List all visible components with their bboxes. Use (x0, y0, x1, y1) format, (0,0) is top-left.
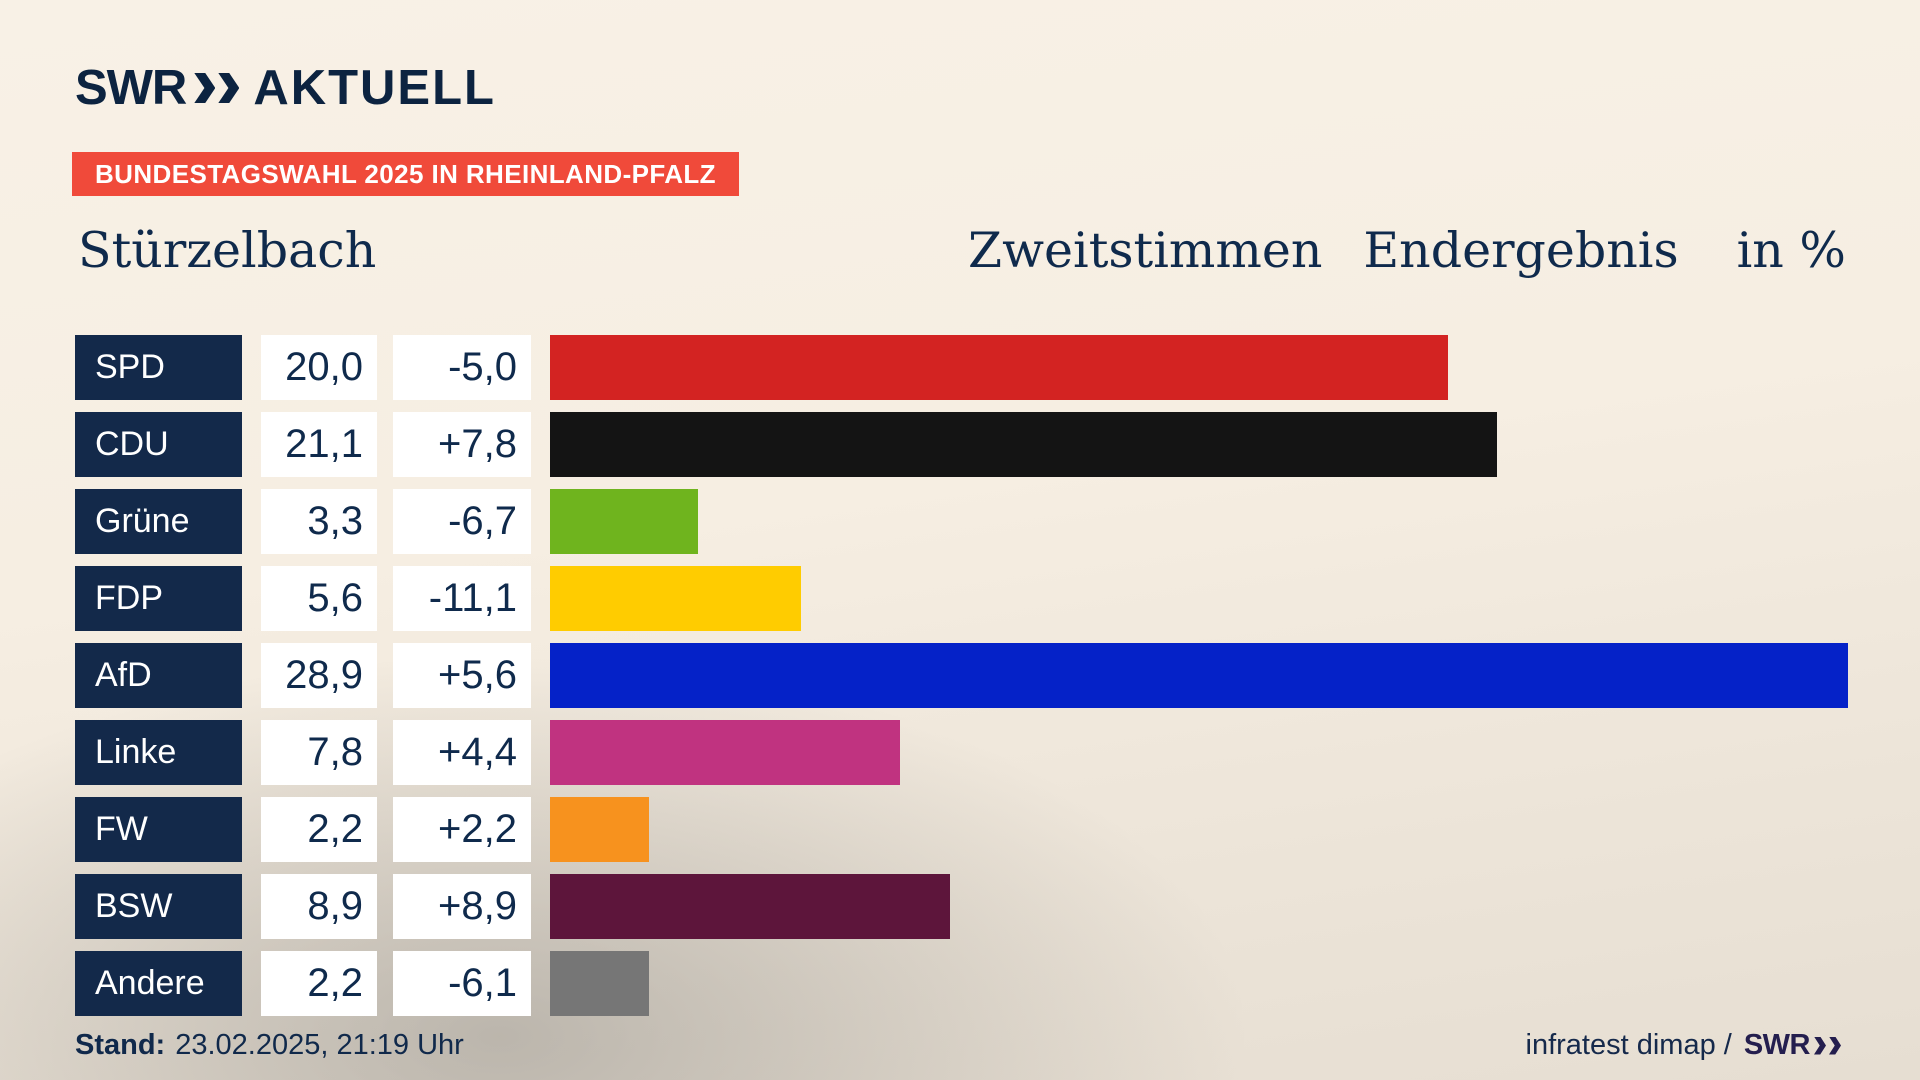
swr-wordmark: SWR (75, 61, 187, 115)
double-chevron-icon (194, 73, 240, 103)
timestamp-label: Stand: (75, 1029, 166, 1061)
party-change-cell: -11,1 (393, 566, 531, 631)
party-change: +8,9 (438, 884, 517, 928)
party-name: BSW (95, 887, 173, 925)
table-row-fdp: FDP 5,6 -11,1 (75, 566, 1848, 631)
party-change: +4,4 (438, 730, 517, 774)
swr-aktuell-logo: SWR AKTUELL (75, 60, 496, 116)
party-value: 20,0 (285, 345, 363, 389)
table-row-fw: FW 2,2 +2,2 (75, 797, 1848, 862)
party-value-cell: 20,0 (261, 335, 377, 400)
result-bar-gruene (550, 489, 698, 554)
party-change: +2,2 (438, 807, 517, 851)
table-row-bsw: BSW 8,9 +8,9 (75, 874, 1848, 939)
party-name-cell: AfD (75, 643, 242, 708)
party-change: -6,1 (448, 961, 517, 1005)
party-value-cell: 2,2 (261, 797, 377, 862)
party-name-cell: FDP (75, 566, 242, 631)
party-value-cell: 7,8 (261, 720, 377, 785)
party-name-cell: CDU (75, 412, 242, 477)
party-value-cell: 2,2 (261, 951, 377, 1016)
chart-title-result: Endergebnis (1363, 222, 1679, 279)
party-change-cell: +5,6 (393, 643, 531, 708)
party-name: AfD (95, 656, 152, 694)
result-bar-bsw (550, 874, 950, 939)
party-value: 7,8 (307, 730, 363, 774)
party-value-cell: 21,1 (261, 412, 377, 477)
result-bar-linke (550, 720, 900, 785)
party-name: FDP (95, 579, 163, 617)
chart-title-votes: Zweitstimmen (968, 222, 1323, 279)
chevron-right-icon (194, 73, 216, 103)
party-name-cell: SPD (75, 335, 242, 400)
party-change-cell: +8,9 (393, 874, 531, 939)
party-value: 2,2 (307, 961, 363, 1005)
table-row-cdu: CDU 21,1 +7,8 (75, 412, 1848, 477)
result-bar-andere (550, 951, 649, 1016)
party-value: 3,3 (307, 499, 363, 543)
party-change-cell: +2,2 (393, 797, 531, 862)
table-row-gruene: Grüne 3,3 -6,7 (75, 489, 1848, 554)
party-change: -5,0 (448, 345, 517, 389)
party-value-cell: 5,6 (261, 566, 377, 631)
municipality-title: Stürzelbach (78, 222, 377, 279)
party-change: -11,1 (428, 576, 517, 620)
party-change-cell: -6,1 (393, 951, 531, 1016)
result-bar-spd (550, 335, 1448, 400)
party-name-cell: Linke (75, 720, 242, 785)
party-name: Linke (95, 733, 177, 771)
party-name: CDU (95, 425, 169, 463)
party-name-cell: BSW (75, 874, 242, 939)
party-value: 8,9 (307, 884, 363, 928)
party-name-cell: Andere (75, 951, 242, 1016)
party-name-cell: FW (75, 797, 242, 862)
chart-title: Zweitstimmen Endergebnis in % (968, 222, 1846, 279)
party-value-cell: 28,9 (261, 643, 377, 708)
result-bar-fdp (550, 566, 801, 631)
party-change-cell: -6,7 (393, 489, 531, 554)
result-bar-afd (550, 643, 1848, 708)
source-attribution: infratest dimap / SWR (1525, 1029, 1841, 1062)
swr-wordmark-small: SWR (1743, 1029, 1811, 1061)
party-value: 2,2 (307, 807, 363, 851)
party-change-cell: -5,0 (393, 335, 531, 400)
table-row-andere: Andere 2,2 -6,1 (75, 951, 1848, 1016)
party-change: +7,8 (438, 422, 517, 466)
table-row-spd: SPD 20,0 -5,0 (75, 335, 1848, 400)
chevron-right-icon (1814, 1036, 1826, 1055)
party-change-cell: +4,4 (393, 720, 531, 785)
party-change: -6,7 (448, 499, 517, 543)
source-text: infratest dimap / (1525, 1029, 1732, 1061)
party-name-cell: Grüne (75, 489, 242, 554)
aktuell-wordmark: AKTUELL (253, 61, 496, 115)
party-name: Andere (95, 964, 205, 1002)
party-value: 21,1 (285, 422, 363, 466)
party-change: +5,6 (438, 653, 517, 697)
party-value-cell: 8,9 (261, 874, 377, 939)
result-bar-cdu (550, 412, 1497, 477)
party-name: FW (95, 810, 148, 848)
table-row-linke: Linke 7,8 +4,4 (75, 720, 1848, 785)
double-chevron-icon (1814, 1036, 1841, 1055)
party-name: SPD (95, 348, 165, 386)
chart-title-unit: in % (1736, 222, 1846, 279)
results-table: SPD 20,0 -5,0 CDU 21,1 +7,8 Grüne 3,3 -6… (75, 335, 1848, 1016)
election-banner: BUNDESTAGSWAHL 2025 IN RHEINLAND-PFALZ (72, 152, 739, 196)
party-change-cell: +7,8 (393, 412, 531, 477)
timestamp: Stand: 23.02.2025, 21:19 Uhr (75, 1029, 464, 1062)
table-row-afd: AfD 28,9 +5,6 (75, 643, 1848, 708)
party-value: 28,9 (285, 653, 363, 697)
chevron-right-icon (218, 73, 240, 103)
party-name: Grüne (95, 502, 190, 540)
party-value: 5,6 (307, 576, 363, 620)
timestamp-value: 23.02.2025, 21:19 Uhr (175, 1029, 464, 1061)
result-bar-fw (550, 797, 649, 862)
chevron-right-icon (1829, 1036, 1841, 1055)
party-value-cell: 3,3 (261, 489, 377, 554)
